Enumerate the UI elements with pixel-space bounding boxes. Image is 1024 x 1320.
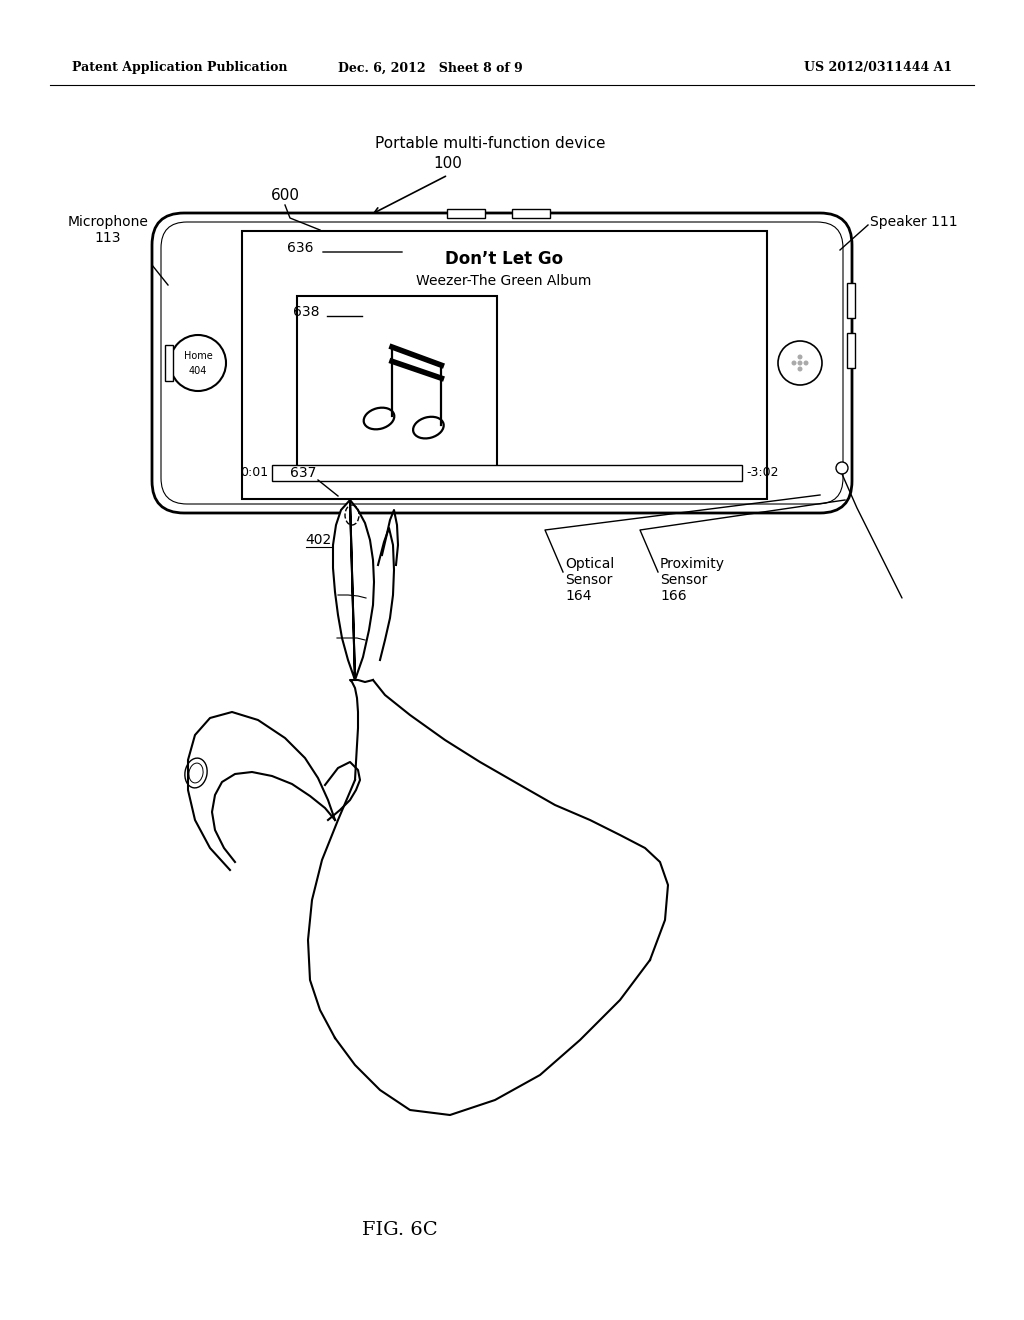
Circle shape — [792, 360, 797, 366]
Text: Sensor: Sensor — [565, 573, 612, 587]
Circle shape — [170, 335, 226, 391]
Bar — [847, 282, 855, 318]
Text: Portable multi-function device: Portable multi-function device — [375, 136, 605, 150]
Circle shape — [798, 367, 803, 371]
Circle shape — [798, 355, 803, 359]
Text: 404: 404 — [188, 366, 207, 376]
Text: Speaker 111: Speaker 111 — [870, 215, 957, 228]
Text: Microphone: Microphone — [68, 215, 148, 228]
Bar — [447, 209, 485, 218]
Text: 636: 636 — [287, 242, 313, 255]
Polygon shape — [333, 500, 374, 680]
FancyBboxPatch shape — [152, 213, 852, 513]
Text: -3:02: -3:02 — [746, 466, 778, 479]
Text: 600: 600 — [270, 187, 299, 202]
Circle shape — [836, 462, 848, 474]
Text: 166: 166 — [660, 589, 687, 603]
Text: FIG. 6C: FIG. 6C — [362, 1221, 438, 1239]
Bar — [242, 231, 767, 499]
Text: Home: Home — [183, 351, 212, 360]
Text: Don’t Let Go: Don’t Let Go — [445, 249, 563, 268]
Bar — [272, 465, 742, 480]
Text: US 2012/0311444 A1: US 2012/0311444 A1 — [804, 62, 952, 74]
Text: 638: 638 — [293, 305, 319, 319]
Bar — [297, 296, 497, 471]
Circle shape — [804, 360, 809, 366]
Text: Dec. 6, 2012   Sheet 8 of 9: Dec. 6, 2012 Sheet 8 of 9 — [338, 62, 522, 74]
Circle shape — [798, 360, 803, 366]
Text: Sensor: Sensor — [660, 573, 708, 587]
Text: 402: 402 — [305, 533, 331, 546]
Bar — [847, 333, 855, 368]
Text: 637: 637 — [290, 466, 316, 480]
Text: Patent Application Publication: Patent Application Publication — [72, 62, 288, 74]
Text: 0:01: 0:01 — [240, 466, 268, 479]
Text: Weezer-The Green Album: Weezer-The Green Album — [417, 275, 592, 288]
Text: Optical: Optical — [565, 557, 614, 572]
Text: 100: 100 — [433, 156, 463, 170]
Bar — [165, 345, 173, 381]
Bar — [512, 209, 550, 218]
Text: 113: 113 — [95, 231, 121, 246]
Text: Proximity: Proximity — [660, 557, 725, 572]
Text: 164: 164 — [565, 589, 592, 603]
